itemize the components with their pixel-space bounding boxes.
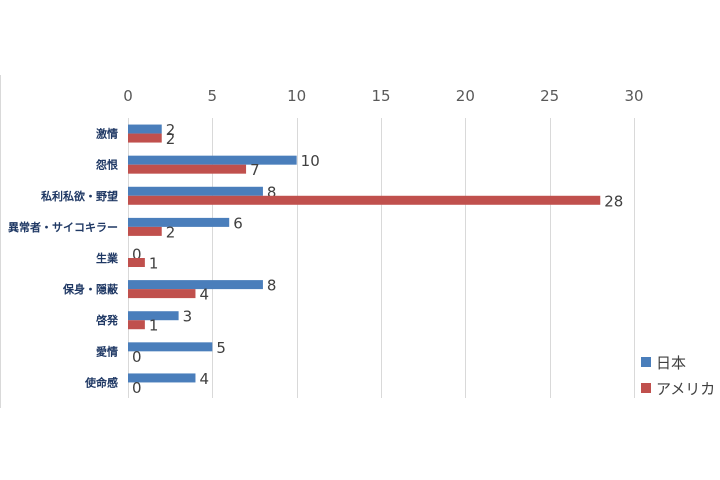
bar <box>128 289 196 299</box>
x-tick-label: 5 <box>208 87 218 105</box>
category-label: 激情 <box>96 127 118 141</box>
x-tick-label: 25 <box>540 87 559 105</box>
legend-label: 日本 <box>656 354 686 372</box>
bar <box>128 195 601 205</box>
data-label: 10 <box>301 152 320 170</box>
bar <box>128 133 162 143</box>
category-label: 啓発 <box>96 313 119 327</box>
bar <box>128 373 196 383</box>
data-label: 0 <box>132 246 142 264</box>
x-tick-label: 20 <box>456 87 475 105</box>
category-label: 保身・隠蔽 <box>62 282 119 296</box>
bar <box>128 124 162 134</box>
data-label: 2 <box>166 121 176 139</box>
data-label: 1 <box>149 255 159 273</box>
bar <box>128 226 162 236</box>
data-label: 6 <box>233 214 243 232</box>
category-label: 怨恨 <box>95 158 119 172</box>
data-label: 2 <box>166 223 176 241</box>
bar <box>128 258 145 267</box>
data-label: 7 <box>250 161 260 179</box>
data-label: 28 <box>604 192 623 210</box>
data-label: 3 <box>183 308 193 326</box>
bar <box>128 280 263 290</box>
bar <box>128 186 263 196</box>
data-label: 8 <box>267 183 277 201</box>
data-label: 5 <box>216 339 226 357</box>
data-label: 2 <box>166 130 176 148</box>
data-label: 4 <box>199 370 209 388</box>
legend-label: アメリカ <box>656 380 715 398</box>
category-label: 愛情 <box>96 344 118 358</box>
bar <box>128 342 213 352</box>
x-tick-label: 0 <box>123 87 133 105</box>
data-label: 0 <box>132 379 142 397</box>
bar <box>128 311 179 321</box>
data-label: 8 <box>267 277 277 295</box>
category-label: 異常者・サイコキラー <box>8 220 118 234</box>
bar <box>128 164 247 174</box>
data-label: 4 <box>199 286 209 304</box>
data-label: 0 <box>132 348 142 366</box>
x-tick-label: 15 <box>371 87 390 105</box>
x-tick-label: 30 <box>624 87 643 105</box>
legend-swatch <box>641 357 651 367</box>
bar <box>128 217 230 227</box>
bar <box>128 320 145 330</box>
legend-swatch <box>641 383 651 393</box>
category-label: 使命感 <box>84 375 118 389</box>
category-label: 生業 <box>96 251 119 265</box>
x-tick-label: 10 <box>287 87 306 105</box>
category-label: 私利私欲・野望 <box>41 189 118 203</box>
x-axis-ticks: 0 5 10 15 20 25 30 <box>123 87 643 105</box>
bar <box>128 155 297 165</box>
data-label: 1 <box>149 317 159 335</box>
